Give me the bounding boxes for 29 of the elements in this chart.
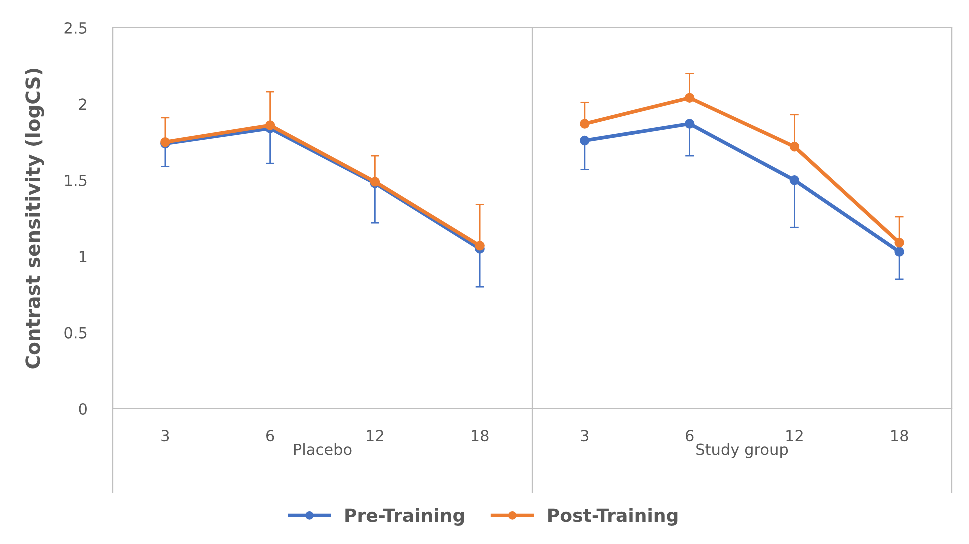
y-tick-label: 0.5 — [64, 327, 87, 339]
point — [475, 241, 485, 251]
x-tick-label: 12 — [786, 430, 803, 442]
point — [580, 119, 590, 129]
y-tick-label: 2.5 — [64, 22, 87, 34]
point — [894, 238, 904, 248]
legend-label: Pre-Training — [346, 508, 464, 526]
point — [580, 136, 590, 146]
point — [684, 119, 695, 129]
x-tick-label: 18 — [892, 430, 908, 442]
legend-label: Post-Training — [548, 508, 678, 526]
x-tick-label: 18 — [472, 430, 489, 442]
x-tick-label: 6 — [266, 430, 274, 442]
y-tick-label: 1 — [80, 251, 87, 262]
text: Placebo — [294, 444, 352, 456]
point — [790, 142, 800, 152]
x-tick-label: 12 — [367, 430, 384, 442]
point — [265, 120, 276, 130]
point — [894, 247, 904, 257]
y-tick-label: 2 — [79, 98, 86, 110]
point — [684, 93, 695, 103]
x-tick-label: 3 — [162, 430, 170, 442]
point — [790, 176, 800, 186]
y-tick-label: 0 — [79, 403, 87, 416]
y-tick-label: 1.5 — [65, 175, 87, 186]
y-axis-title: Contrast sensitivity (logCS) — [25, 68, 44, 369]
x-tick-label: 3 — [581, 430, 589, 442]
x-tick-label: 6 — [686, 430, 694, 442]
text: Study group — [696, 444, 788, 458]
